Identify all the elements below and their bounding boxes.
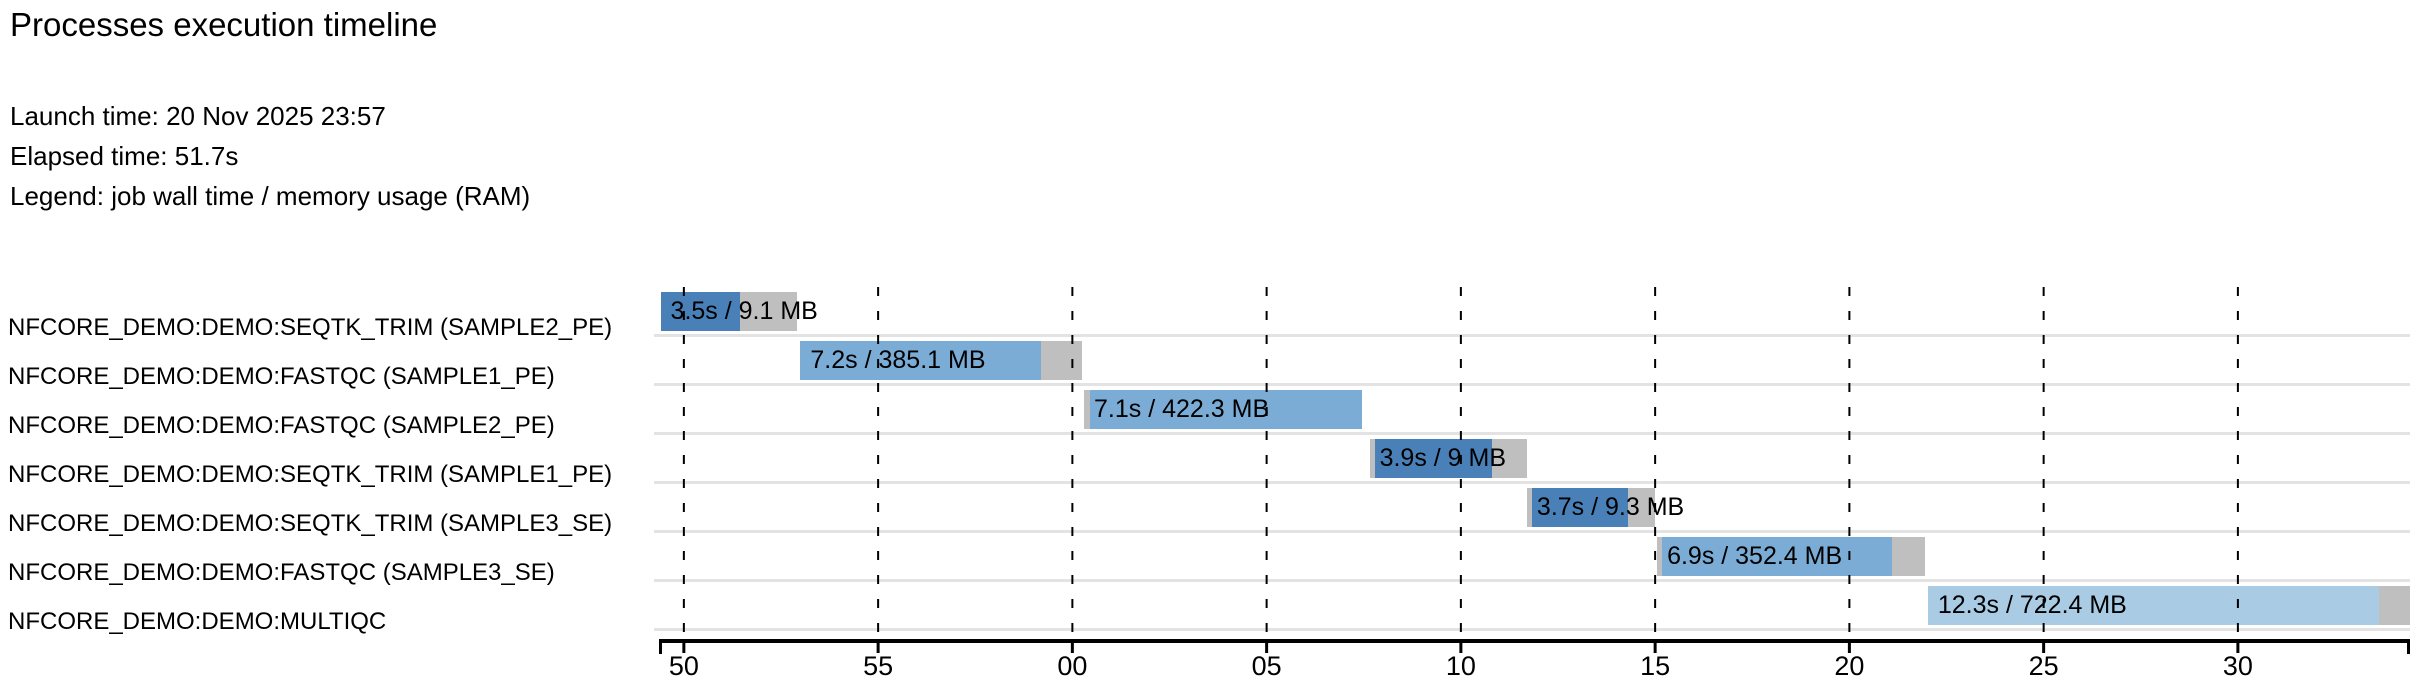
- task-pending-segment: [1369, 438, 1375, 478]
- task-bar-label: 7.1s / 422.3 MB: [1094, 394, 1270, 423]
- task-label: NFCORE_DEMO:DEMO:MULTIQC: [8, 607, 387, 635]
- legend-text: Legend: job wall time / memory usage (RA…: [10, 181, 531, 211]
- task-overhead-segment: [1892, 536, 1926, 576]
- task-run-segment: [1662, 536, 1893, 576]
- task-run-segment: [1089, 389, 1362, 429]
- row-separator: [654, 481, 2410, 484]
- report-title: Processes execution timeline: [10, 6, 438, 43]
- axis-tick-label: 55: [863, 651, 894, 681]
- axis-tick-label: 15: [1640, 651, 1671, 681]
- task-bar-label: 3.5s / 9.1 MB: [670, 296, 818, 325]
- axis-tick-label: 00: [1057, 651, 1088, 681]
- task-run-segment: [800, 340, 1042, 380]
- row-separator: [654, 579, 2410, 582]
- task-overhead-segment: [2378, 585, 2410, 625]
- task-run-segment: [1374, 438, 1492, 478]
- task-pending-segment: [1657, 536, 1663, 576]
- axis-tick-label: 25: [2028, 651, 2059, 681]
- task-label: NFCORE_DEMO:DEMO:FASTQC (SAMPLE2_PE): [8, 411, 555, 439]
- task-bar-label: 12.3s / 722.4 MB: [1937, 590, 2127, 619]
- launch-time-text: Launch time: 20 Nov 2025 23:57: [10, 101, 386, 131]
- task-overhead-segment: [1627, 487, 1655, 527]
- report-info: Launch time: 20 Nov 2025 23:57 Elapsed t…: [10, 96, 530, 216]
- task-label: NFCORE_DEMO:DEMO:FASTQC (SAMPLE3_SE): [8, 558, 555, 586]
- task-bar-label: 6.9s / 352.4 MB: [1667, 541, 1843, 570]
- task-label: NFCORE_DEMO:DEMO:SEQTK_TRIM (SAMPLE1_PE): [8, 460, 613, 488]
- axis-tick-label: 10: [1445, 651, 1476, 681]
- row-separator: [654, 334, 2410, 337]
- task-pending-segment: [1084, 389, 1090, 429]
- elapsed-time-text: Elapsed time: 51.7s: [10, 141, 239, 171]
- task-overhead-segment: [1491, 438, 1527, 478]
- axis-tick-label: 20: [1834, 651, 1865, 681]
- task-run-segment: [1927, 585, 2379, 625]
- task-bar-label: 7.2s / 385.1 MB: [810, 345, 986, 374]
- task-overhead-segment: [1041, 340, 1083, 380]
- axis-tick-label: 30: [2222, 651, 2253, 681]
- row-separator: [654, 628, 2410, 631]
- row-separator: [654, 432, 2410, 435]
- task-run-segment: [1531, 487, 1628, 527]
- task-pending-segment: [1526, 487, 1532, 527]
- task-overhead-segment: [740, 291, 797, 331]
- task-bar-label: 3.7s / 9.3 MB: [1536, 492, 1685, 521]
- axis-tick-label: 05: [1251, 651, 1282, 681]
- task-label: NFCORE_DEMO:DEMO:FASTQC (SAMPLE1_PE): [8, 362, 555, 390]
- row-separator: [654, 530, 2410, 533]
- task-bar-label: 3.9s / 9 MB: [1379, 443, 1507, 472]
- task-run-segment: [660, 291, 741, 331]
- axis-tick-label: 50: [668, 651, 699, 681]
- row-separator: [654, 383, 2410, 386]
- task-label: NFCORE_DEMO:DEMO:SEQTK_TRIM (SAMPLE3_SE): [8, 509, 613, 537]
- task-label: NFCORE_DEMO:DEMO:SEQTK_TRIM (SAMPLE2_PE): [8, 313, 613, 341]
